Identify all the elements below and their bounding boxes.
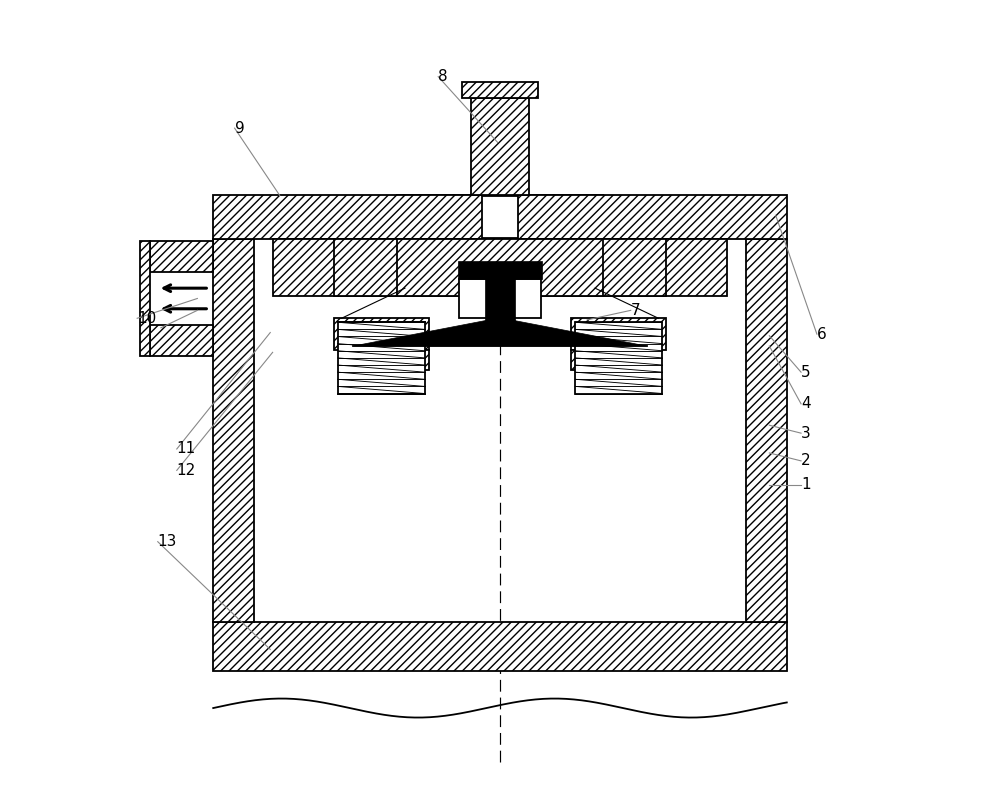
- Text: 3: 3: [801, 425, 811, 440]
- Bar: [459, 279, 541, 318]
- Bar: [213, 196, 787, 239]
- Bar: [140, 242, 150, 355]
- Text: 5: 5: [801, 365, 811, 380]
- Text: 11: 11: [177, 441, 196, 456]
- Bar: [397, 196, 603, 296]
- Bar: [150, 242, 213, 272]
- Bar: [746, 239, 787, 622]
- Text: 8: 8: [438, 69, 448, 84]
- Text: 1: 1: [801, 477, 811, 492]
- Bar: [213, 622, 787, 671]
- Polygon shape: [353, 320, 647, 346]
- Text: 9: 9: [235, 121, 244, 136]
- Text: 13: 13: [158, 534, 177, 549]
- Bar: [575, 322, 662, 394]
- Bar: [471, 98, 529, 196]
- Bar: [411, 350, 429, 370]
- Text: 4: 4: [801, 397, 811, 411]
- Bar: [150, 325, 213, 355]
- Bar: [482, 196, 518, 238]
- Bar: [273, 239, 727, 296]
- Bar: [462, 82, 538, 98]
- Bar: [571, 350, 589, 370]
- Bar: [458, 262, 542, 279]
- Bar: [603, 239, 666, 296]
- Bar: [571, 318, 666, 350]
- Text: 12: 12: [177, 463, 196, 478]
- Text: 7: 7: [631, 303, 640, 318]
- Bar: [338, 322, 425, 394]
- Bar: [334, 239, 397, 296]
- Text: 10: 10: [137, 311, 156, 326]
- Bar: [334, 318, 429, 350]
- Text: 2: 2: [801, 453, 811, 468]
- Bar: [213, 239, 254, 622]
- Text: 6: 6: [817, 327, 827, 342]
- Bar: [485, 279, 515, 322]
